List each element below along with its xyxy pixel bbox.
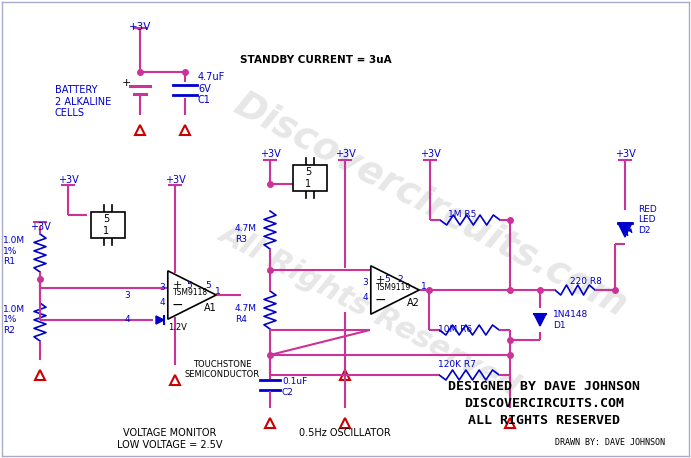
Text: −: −	[375, 293, 386, 307]
Text: 1M R5: 1M R5	[448, 210, 476, 219]
Text: 4: 4	[159, 299, 164, 307]
Text: TSM9119: TSM9119	[377, 283, 412, 292]
Text: DISCOVERCIRCUITS.COM: DISCOVERCIRCUITS.COM	[464, 397, 624, 410]
Text: STANDBY CURRENT = 3uA: STANDBY CURRENT = 3uA	[240, 55, 392, 65]
Text: +: +	[376, 275, 385, 285]
Text: +3V: +3V	[419, 149, 440, 159]
Text: 0.5Hz OSCILLATOR: 0.5Hz OSCILLATOR	[299, 428, 391, 438]
Text: 1.0M
1%
R1: 1.0M 1% R1	[3, 236, 25, 266]
Text: 4: 4	[124, 316, 130, 325]
Bar	[91, 212, 125, 238]
Text: RED
LED
D2: RED LED D2	[638, 205, 656, 235]
Text: TSM9118: TSM9118	[173, 288, 209, 297]
Text: VOLTAGE MONITOR
LOW VOLTAGE = 2.5V: VOLTAGE MONITOR LOW VOLTAGE = 2.5V	[117, 428, 223, 450]
Text: 5: 5	[384, 275, 390, 284]
Text: 5: 5	[186, 281, 192, 290]
Text: 120K R7: 120K R7	[438, 360, 476, 369]
Text: A1: A1	[204, 303, 217, 313]
Text: 3: 3	[159, 283, 164, 292]
Polygon shape	[534, 314, 546, 326]
Text: +: +	[173, 280, 182, 290]
Text: A2: A2	[407, 298, 420, 308]
Text: 5
1: 5 1	[103, 214, 109, 236]
Bar	[293, 165, 327, 191]
Text: 1: 1	[422, 282, 427, 291]
Text: TOUCHSTONE
SEMICONDUCTOR: TOUCHSTONE SEMICONDUCTOR	[185, 360, 260, 379]
Text: All Rights Reserved: All Rights Reserved	[216, 218, 524, 402]
Text: 220 R8: 220 R8	[570, 278, 602, 287]
Text: +3V: +3V	[164, 175, 185, 185]
Text: 1.0M
1%
R2: 1.0M 1% R2	[3, 305, 25, 335]
Text: DRAWN BY: DAVE JOHNSON: DRAWN BY: DAVE JOHNSON	[555, 438, 665, 447]
Text: Discovercircuits.com: Discovercircuits.com	[227, 86, 633, 324]
Text: 3: 3	[362, 278, 368, 287]
Text: ALL RIGHTS RESERVED: ALL RIGHTS RESERVED	[468, 414, 620, 427]
Text: +3V: +3V	[614, 149, 636, 159]
Text: +: +	[122, 78, 131, 88]
Text: 4.7uF
6V
C1: 4.7uF 6V C1	[198, 72, 225, 105]
Polygon shape	[156, 316, 164, 324]
Text: 0.1uF
C2: 0.1uF C2	[282, 377, 307, 397]
Text: DESIGNED BY DAVE JOHNSON: DESIGNED BY DAVE JOHNSON	[448, 380, 640, 393]
Polygon shape	[371, 266, 419, 314]
Text: 5: 5	[205, 281, 211, 290]
Text: +3V: +3V	[57, 175, 78, 185]
Text: 1: 1	[216, 287, 221, 296]
Polygon shape	[168, 271, 216, 319]
Text: 3: 3	[124, 290, 130, 300]
Text: 4.7M
R3: 4.7M R3	[235, 224, 257, 244]
Text: −: −	[171, 298, 183, 312]
Text: 1.2V: 1.2V	[168, 323, 187, 333]
Text: +3V: +3V	[30, 222, 50, 232]
Text: 4: 4	[362, 294, 368, 302]
Text: 1N4148
D1: 1N4148 D1	[553, 311, 588, 330]
Text: BATTERY
2 ALKALINE
CELLS: BATTERY 2 ALKALINE CELLS	[55, 85, 111, 118]
Text: +3V: +3V	[260, 149, 281, 159]
Text: 2: 2	[397, 275, 403, 284]
Text: +3V: +3V	[129, 22, 151, 32]
Text: 4.7M
R4: 4.7M R4	[235, 304, 257, 324]
Text: 5
1: 5 1	[305, 167, 311, 189]
Text: 10M R6: 10M R6	[438, 325, 472, 334]
Polygon shape	[618, 223, 632, 237]
Text: +3V: +3V	[334, 149, 355, 159]
